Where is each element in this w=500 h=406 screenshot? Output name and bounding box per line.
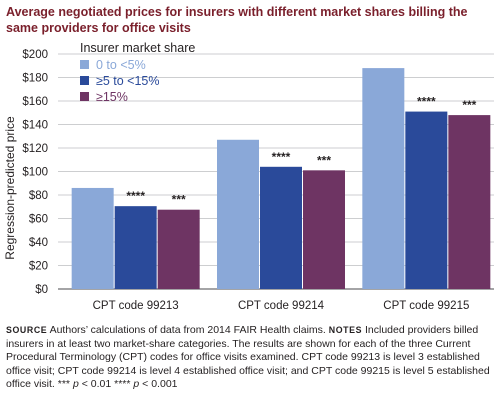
y-tick-label: $140 — [22, 120, 48, 132]
sig1-stars: *** — [57, 378, 71, 391]
chart-title: Average negotiated prices for insurers w… — [6, 5, 468, 35]
notes-text: Included providers billed insurers in at… — [6, 324, 490, 391]
sig2-p: p — [133, 378, 140, 391]
y-tick-label: $100 — [22, 167, 48, 179]
significance-label: *** — [462, 98, 476, 112]
bar — [217, 139, 259, 289]
bar — [448, 115, 491, 289]
legend-title: Insurer market share — [80, 41, 195, 55]
significance-label: **** — [272, 150, 291, 164]
y-tick-label: $20 — [29, 261, 48, 273]
y-tick-label: $160 — [22, 96, 48, 108]
source-text: Authors’ calculations of data from 2014 … — [49, 324, 326, 336]
bar — [405, 111, 448, 289]
y-tick-label: $80 — [29, 190, 48, 202]
y-tick-label: $40 — [29, 237, 48, 249]
y-tick-label: $0 — [35, 284, 48, 296]
y-tick-label: $60 — [29, 214, 48, 226]
legend-label: ≥5 to <15% — [96, 74, 160, 88]
chart-notes: SOURCE Authors’ calculations of data fro… — [6, 324, 496, 392]
y-axis-label: Regression-predicted price — [3, 116, 17, 260]
legend-label: 0 to <5% — [96, 58, 146, 72]
y-tick-label: $120 — [22, 143, 48, 155]
sig2-stars: **** — [114, 378, 131, 391]
sig1-p: p — [72, 378, 79, 391]
x-tick-label: CPT code 99213 — [93, 300, 179, 312]
x-axis-ticks: CPT code 99213 CPT code 99214 CPT code 992… — [93, 300, 470, 312]
legend: Insurer market share 0 to <5% ≥5 to <15% ≥… — [80, 41, 195, 104]
significance-label: *** — [317, 153, 331, 167]
bar — [157, 209, 200, 289]
significance-label: **** — [417, 95, 436, 109]
bar — [303, 170, 345, 289]
y-tick-label: $180 — [22, 73, 48, 85]
legend-swatch — [80, 76, 89, 85]
bars — [71, 68, 491, 289]
source-label: SOURCE — [6, 325, 48, 335]
x-tick-label: CPT code 99215 — [383, 300, 469, 312]
sig2-rest: < 0.001 — [142, 378, 178, 391]
y-tick-label: $200 — [22, 49, 48, 61]
legend-label: ≥15% — [96, 90, 128, 104]
significance-label: **** — [126, 189, 145, 203]
bar-annotations: **** ******* ******* *** — [126, 95, 476, 207]
x-tick-label: CPT code 99214 — [238, 300, 325, 312]
y-axis-ticks: $0 $20 $40 $60 $80 $100 $120 $140 $160 $180 $200 — [22, 49, 48, 296]
bar-chart: $0 $20 $40 $60 $80 $100 $120 $140 $160 $180 $200 R… — [3, 41, 494, 312]
legend-swatch — [80, 92, 89, 101]
notes-label: NOTES — [328, 325, 363, 335]
significance-label: *** — [172, 193, 186, 207]
bar — [362, 68, 405, 289]
sig1-rest: < 0.01 — [81, 378, 112, 391]
bar — [260, 166, 302, 289]
bar — [71, 187, 114, 289]
legend-swatch — [80, 60, 89, 69]
bar — [114, 206, 157, 289]
